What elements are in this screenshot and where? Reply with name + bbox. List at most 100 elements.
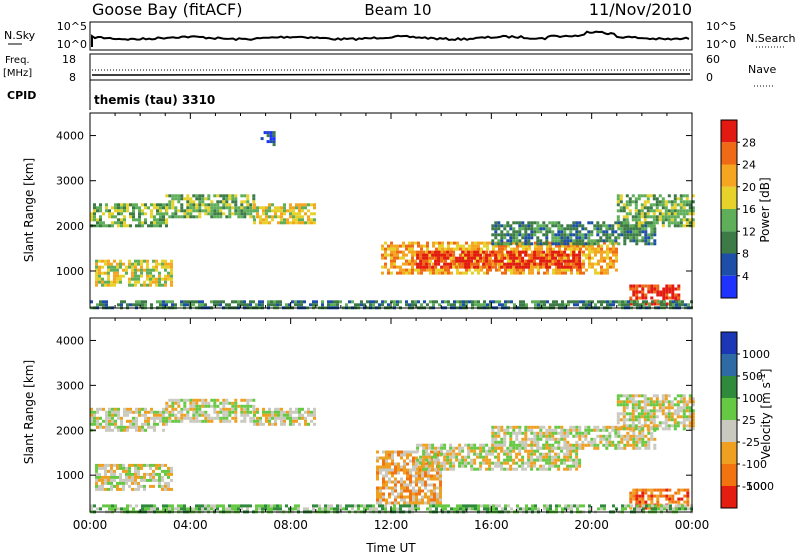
echo-cell-p1-r3 <box>128 475 131 479</box>
echo-cell-p1-r6 <box>551 434 555 438</box>
echo-cell-p0-r0 <box>159 215 162 219</box>
echo-cell-p0-r7 <box>640 224 644 228</box>
echo-cell-p0-r3 <box>110 262 113 266</box>
echo-cell-p1-r9 <box>345 507 348 511</box>
echo-cell-p0-r5 <box>416 262 420 266</box>
echo-cell-p0-r7 <box>652 224 656 228</box>
echo-cell-p1-r5 <box>527 464 531 468</box>
echo-cell-p1-r6 <box>569 425 573 429</box>
echo-cell-p0-r3 <box>107 280 110 284</box>
echo-cell-p1-r7 <box>688 400 692 404</box>
echo-cell-p1-r3 <box>161 484 164 488</box>
echo-cell-p0-r4 <box>573 247 576 251</box>
echo-cell-p1-r1 <box>195 416 199 420</box>
echo-cell-p1-r6 <box>566 443 570 447</box>
echo-cell-p0-r10 <box>453 300 456 304</box>
echo-cell-p0-r6 <box>536 221 540 225</box>
echo-cell-p0-r6 <box>635 230 639 234</box>
echo-cell-p1-r5 <box>503 452 507 456</box>
echo-cell-p1-r6 <box>617 434 621 438</box>
echo-cell-p1-r4 <box>430 477 433 481</box>
echo-cell-p0-r4 <box>588 247 591 251</box>
echo-cell-p1-r7 <box>634 418 638 422</box>
echo-cell-p0-r5 <box>473 250 477 254</box>
echo-cell-p0-r7 <box>679 218 683 222</box>
echo-cell-p1-r5 <box>449 458 453 462</box>
echo-cell-p1-r1 <box>192 413 196 417</box>
echo-cell-p1-r9 <box>345 504 348 508</box>
echo-cell-p1-r4 <box>394 471 397 475</box>
echo-cell-p1-r1 <box>171 419 175 423</box>
echo-cell-p1-r9 <box>504 507 507 511</box>
freq-tick-bottom: 8 <box>69 71 76 84</box>
echo-cell-p1-r5 <box>419 458 423 462</box>
freq-panel-frame <box>89 53 693 81</box>
echo-cell-p0-r5 <box>482 250 486 254</box>
echo-cell-p1-r6 <box>557 443 561 447</box>
echo-cell-p0-r8 <box>674 296 678 300</box>
echo-cell-p0-r3 <box>158 271 161 275</box>
echo-cell-p1-r7 <box>631 415 635 419</box>
echo-cell-p1-r6 <box>575 434 579 438</box>
echo-cell-p1-r0 <box>114 422 117 426</box>
echo-cell-p1-r4 <box>427 498 430 502</box>
echo-cell-p1-r0 <box>156 410 159 414</box>
echo-cell-p0-r4 <box>405 271 408 275</box>
echo-cell-p0-r3 <box>161 259 164 263</box>
echo-cell-p1-r2 <box>307 422 310 426</box>
echo-cell-p1-r8 <box>686 491 690 495</box>
echo-cell-p1-r9 <box>447 504 450 508</box>
echo-cell-p0-r0 <box>93 206 96 210</box>
echo-cell-p1-r4 <box>385 471 388 475</box>
echo-cell-p0-r6 <box>578 242 582 246</box>
echo-cell-p0-r1 <box>186 209 190 213</box>
echo-cell-p1-r3 <box>101 466 104 470</box>
echo-cell-p1-r7 <box>670 406 674 410</box>
echo-cell-p0-r1 <box>177 215 181 219</box>
echo-cell-p1-r7 <box>679 415 683 419</box>
echo-cell-p0-r4 <box>498 256 501 260</box>
echo-cell-p0-r10 <box>261 303 264 307</box>
echo-cell-p1-r8 <box>665 494 669 498</box>
echo-cell-p0-r7 <box>637 212 641 216</box>
echo-cell-p1-r9 <box>636 504 639 508</box>
echo-cell-p0-r7 <box>670 215 674 219</box>
echo-cell-p1-r5 <box>422 458 426 462</box>
echo-cell-p0-r3 <box>101 280 104 284</box>
echo-cell-p1-r9 <box>366 507 369 511</box>
echo-cell-p0-r2 <box>301 206 304 210</box>
echo-cell-p1-r5 <box>503 458 507 462</box>
echo-cell-p0-r5 <box>416 256 420 260</box>
echo-cell-p1-r6 <box>587 428 591 432</box>
echo-cell-p0-r6 <box>566 224 570 228</box>
echo-cell-p0-r6 <box>653 227 657 231</box>
echo-cell-p0-r1 <box>234 206 238 210</box>
echo-cell-p1-r0 <box>150 407 153 411</box>
echo-cell-p0-r9 <box>272 134 276 138</box>
echo-cell-p0-r2 <box>262 212 265 216</box>
echo-cell-p0-r7 <box>664 212 668 216</box>
echo-cell-p0-r5 <box>560 259 564 263</box>
echo-cell-p1-r9 <box>510 507 513 511</box>
echo-cell-p0-r6 <box>551 242 555 246</box>
echo-cell-p0-r5 <box>485 256 489 260</box>
echo-cell-p0-r2 <box>307 215 310 219</box>
echo-cell-p0-r6 <box>515 242 519 246</box>
echo-cell-p0-r3 <box>158 283 161 287</box>
echo-cell-p0-r5 <box>509 256 513 260</box>
echo-cell-p0-r4 <box>585 244 588 248</box>
echo-cell-p0-r5 <box>551 256 555 260</box>
echo-cell-p1-r1 <box>171 407 175 411</box>
colorbar-segment <box>721 231 737 254</box>
echo-cell-p0-r1 <box>210 209 214 213</box>
echo-cell-p1-r0 <box>105 413 108 417</box>
echo-cell-p1-r6 <box>605 446 609 450</box>
echo-cell-p1-r1 <box>177 410 181 414</box>
echo-cell-p0-r8 <box>653 299 657 303</box>
echo-cell-p0-r4 <box>534 265 537 269</box>
echo-cell-p1-r5 <box>440 446 444 450</box>
echo-cell-p0-r10 <box>144 303 147 307</box>
echo-cell-p0-r0 <box>96 221 99 225</box>
echo-cell-p1-r4 <box>391 501 394 505</box>
echo-cell-p0-r10 <box>234 300 237 304</box>
